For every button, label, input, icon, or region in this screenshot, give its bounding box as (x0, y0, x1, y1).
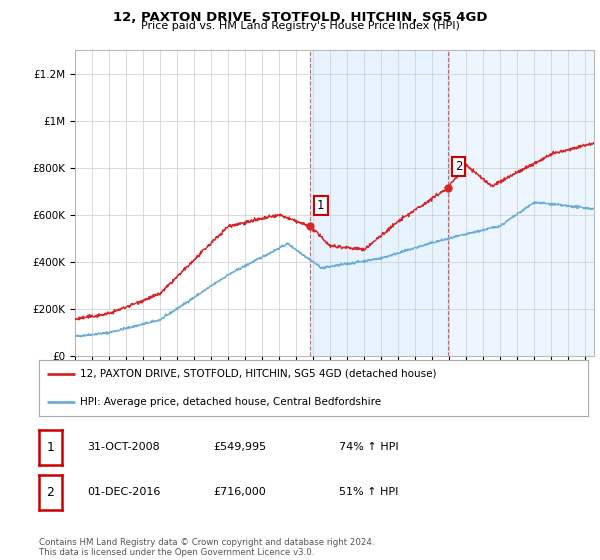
Text: £716,000: £716,000 (213, 487, 266, 497)
Text: 01-DEC-2016: 01-DEC-2016 (87, 487, 160, 497)
Bar (310, 50, 448, 356)
Text: Price paid vs. HM Land Registry's House Price Index (HPI): Price paid vs. HM Land Registry's House … (140, 21, 460, 31)
Text: 1: 1 (46, 441, 55, 454)
Text: HPI: Average price, detached house, Central Bedfordshire: HPI: Average price, detached house, Cent… (80, 396, 382, 407)
Text: 2: 2 (46, 486, 55, 499)
Text: 31-OCT-2008: 31-OCT-2008 (87, 442, 160, 452)
Text: 2: 2 (455, 160, 463, 173)
Text: Contains HM Land Registry data © Crown copyright and database right 2024.
This d: Contains HM Land Registry data © Crown c… (39, 538, 374, 557)
Text: 51% ↑ HPI: 51% ↑ HPI (339, 487, 398, 497)
Text: 1: 1 (317, 199, 325, 212)
Text: 74% ↑ HPI: 74% ↑ HPI (339, 442, 398, 452)
Text: 12, PAXTON DRIVE, STOTFOLD, HITCHIN, SG5 4GD (detached house): 12, PAXTON DRIVE, STOTFOLD, HITCHIN, SG5… (80, 368, 437, 379)
Bar (448, 50, 594, 356)
Text: £549,995: £549,995 (213, 442, 266, 452)
Text: 12, PAXTON DRIVE, STOTFOLD, HITCHIN, SG5 4GD: 12, PAXTON DRIVE, STOTFOLD, HITCHIN, SG5… (113, 11, 487, 24)
